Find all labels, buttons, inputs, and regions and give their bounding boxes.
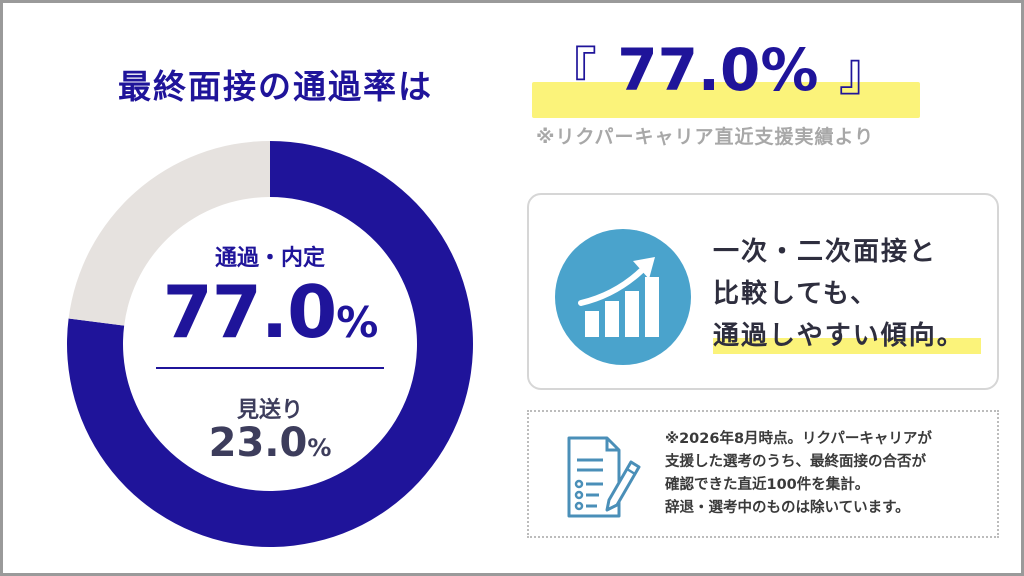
donut-chart: 通過・内定 77.0% 見送り 23.0%	[66, 140, 474, 548]
note-line-4: 辞退・選考中のものは除いています。	[665, 500, 910, 516]
open-bracket: 『	[545, 43, 598, 103]
insight-line-1: 一次・二次面接と	[713, 237, 938, 267]
insight-text: 一次・二次面接と 比較しても、 通過しやすい傾向。	[713, 231, 981, 357]
reject-value: 23.0%	[66, 420, 474, 466]
pass-label: 通過・内定	[214, 246, 325, 271]
headline-value: 『 77.0% 』	[545, 30, 891, 105]
pass-value: 77.0%	[66, 270, 474, 354]
note-line-3: 確認できた直近100件を集計。	[665, 477, 870, 493]
page-title: 最終面接の通過率は	[118, 67, 433, 106]
insight-highlight	[713, 338, 981, 354]
pass-number: 77.0	[162, 270, 338, 354]
insight-line-3: 通過しやすい傾向。	[713, 315, 981, 357]
header: 最終面接の通過率は 『 77.0% 』	[0, 30, 1024, 120]
insight-line-2: 比較しても、	[713, 279, 879, 309]
note-line-1: ※2026年8月時点。リクパーキャリアが	[665, 431, 932, 447]
reject-label: 見送り	[236, 398, 303, 423]
growth-chart-icon	[555, 229, 691, 365]
reject-number: 23.0	[208, 420, 308, 466]
center-divider	[156, 367, 384, 369]
document-pen-icon	[567, 436, 641, 518]
note-line-2: 支援した選考のうち、最終面接の合否が	[665, 454, 926, 470]
pass-unit: %	[336, 298, 378, 347]
close-bracket: 』	[838, 43, 891, 103]
note-text: ※2026年8月時点。リクパーキャリアが 支援した選考のうち、最終面接の合否が …	[665, 428, 932, 520]
donut-slice-reject	[68, 141, 271, 326]
donut-svg	[66, 141, 473, 547]
reject-unit: %	[307, 434, 332, 462]
source-note: ※リクパーキャリア直近支援実績より	[536, 126, 875, 148]
note-box: ※2026年8月時点。リクパーキャリアが 支援した選考のうち、最終面接の合否が …	[527, 410, 999, 538]
insight-card: 一次・二次面接と 比較しても、 通過しやすい傾向。	[527, 193, 999, 390]
headline-rate: 77.0%	[617, 36, 819, 104]
title-highlight	[532, 82, 920, 118]
